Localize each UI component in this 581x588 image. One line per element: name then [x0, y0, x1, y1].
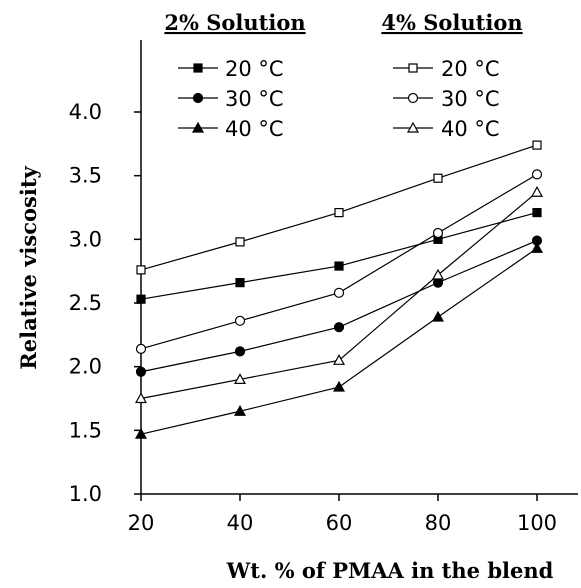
- legend-title: 4% Solution: [381, 10, 522, 35]
- data-point: [334, 261, 344, 271]
- legend-entry-label: 20 °C: [441, 57, 500, 81]
- x-tick-label: 20: [128, 511, 155, 535]
- y-tick-label: 3.5: [69, 164, 102, 188]
- legend-marker: [406, 121, 420, 133]
- data-point: [530, 185, 544, 197]
- data-point: [433, 173, 443, 183]
- y-tick-label: 4.0: [69, 100, 102, 124]
- x-axis-label: Wt. % of PMAA in the blend: [226, 558, 554, 583]
- data-point: [235, 237, 245, 247]
- x-tick-label: 100: [517, 511, 557, 535]
- series-1: [136, 207, 542, 304]
- y-tick-label: 1.5: [69, 418, 102, 442]
- legend-marker: [191, 121, 205, 133]
- legend-marker: [193, 63, 203, 73]
- data-point: [233, 404, 247, 416]
- y-tick-label: 2.5: [69, 291, 102, 315]
- series-6: [134, 185, 544, 404]
- series-3: [134, 242, 544, 439]
- x-tick-label: 40: [227, 511, 254, 535]
- data-point: [532, 207, 542, 218]
- legend-marker: [407, 92, 419, 104]
- data-point: [530, 242, 544, 253]
- legend-entry-label: 30 °C: [441, 87, 500, 111]
- data-point: [532, 140, 542, 150]
- data-point: [332, 354, 346, 365]
- y-tick-label: 1.0: [69, 482, 102, 506]
- data-point: [136, 265, 146, 275]
- data-point: [431, 310, 445, 322]
- data-point: [134, 427, 148, 439]
- legend-marker: [408, 63, 418, 73]
- y-tick-label: 3.0: [69, 227, 102, 251]
- data-point: [134, 392, 148, 404]
- data-point: [531, 169, 543, 180]
- legend-entry-label: 40 °C: [441, 117, 500, 141]
- series-line: [140, 247, 538, 435]
- data-point: [233, 373, 247, 384]
- y-tick-label: 2.0: [69, 355, 102, 379]
- x-tick-label: 80: [425, 511, 452, 535]
- legend: 2% Solution 20 °C 30 °C 40 °C 4% Solution 20 …: [164, 10, 522, 141]
- axes: [134, 40, 578, 501]
- data-point: [431, 268, 445, 280]
- data-point: [135, 343, 147, 354]
- data-point: [234, 315, 246, 326]
- data-point: [136, 294, 146, 304]
- series-group: [134, 140, 544, 439]
- legend-title: 2% Solution: [164, 10, 305, 35]
- y-axis-label: Relative viscosity: [16, 165, 41, 369]
- series-2: [135, 235, 543, 377]
- series-4: [136, 140, 542, 275]
- data-point: [234, 346, 246, 357]
- series-5: [135, 169, 543, 354]
- legend-entry-label: 20 °C: [225, 57, 284, 81]
- data-point: [333, 287, 345, 298]
- data-point: [333, 322, 345, 333]
- data-point: [334, 207, 344, 218]
- series-line: [140, 144, 538, 271]
- data-point: [135, 366, 147, 377]
- x-tick-label: 60: [326, 511, 353, 535]
- legend-marker: [192, 92, 204, 104]
- legend-entry-label: 30 °C: [225, 87, 284, 111]
- data-point: [432, 227, 444, 239]
- series-line: [140, 240, 538, 373]
- data-point: [332, 380, 346, 392]
- series-line: [140, 212, 538, 300]
- legend-entry-label: 40 °C: [225, 117, 284, 141]
- data-point: [235, 278, 245, 288]
- tick-labels: 1.0 1.5 2.0 2.5 3.0 3.5 4.0 20 40 60 80 100: [69, 100, 557, 535]
